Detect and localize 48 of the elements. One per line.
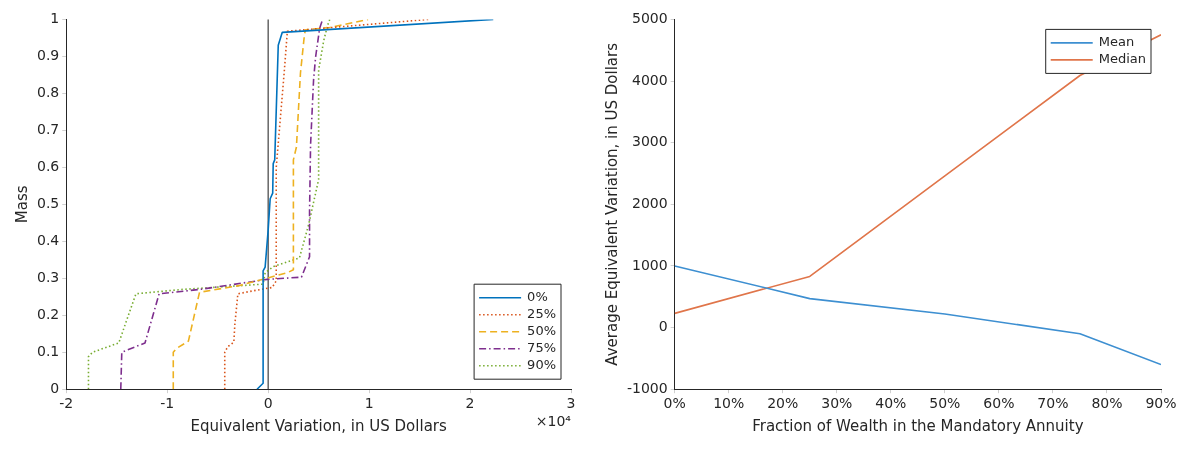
legend-label: 90% <box>527 357 557 373</box>
y-tick-label: 0.4 <box>37 231 60 248</box>
y-tick-label: 0 <box>658 318 668 335</box>
y-tick-label: 4000 <box>632 71 668 88</box>
x-tick-label: -2 <box>59 395 74 412</box>
x-axis-title: Equivalent Variation, in US Dollars <box>190 416 447 435</box>
legend-label: 75% <box>527 340 557 356</box>
x-tick-label: 0% <box>663 395 686 412</box>
x-tick-label: 40% <box>875 395 907 412</box>
y-tick-label: 1000 <box>632 256 668 273</box>
legend-label: Mean <box>1098 34 1135 50</box>
x-axis-title: Fraction of Wealth in the Mandatory Annuity <box>752 416 1084 435</box>
line-series <box>87 19 331 390</box>
legend-label: 50% <box>527 323 557 339</box>
legend-label: 0% <box>527 289 548 305</box>
y-tick-label: 0.6 <box>37 157 60 174</box>
y-tick-label: 5000 <box>632 10 668 27</box>
y-tick-label: 0.5 <box>37 194 60 211</box>
y-tick-label: 0.9 <box>37 47 60 64</box>
x-tick-label: 80% <box>1091 395 1123 412</box>
x-tick-label: 10% <box>713 395 745 412</box>
x-tick-label: 1 <box>364 395 374 412</box>
x-tick-label: 3 <box>566 395 576 412</box>
y-tick-label: -1000 <box>626 379 668 396</box>
x-tick-label: 50% <box>929 395 961 412</box>
y-tick-label: 0.2 <box>37 305 60 322</box>
x-tick-label: 20% <box>767 395 799 412</box>
y-tick-label: 0.3 <box>37 268 60 285</box>
x-tick-label: 90% <box>1145 395 1177 412</box>
legend-label: Median <box>1098 51 1147 67</box>
y-axis-title: Mass <box>12 185 31 224</box>
x-tick-label: 70% <box>1037 395 1069 412</box>
x-tick-label: 0 <box>263 395 273 412</box>
y-tick-label: 2000 <box>632 194 668 211</box>
y-tick-label: 0.7 <box>37 120 60 137</box>
x-tick-label: -1 <box>160 395 175 412</box>
y-tick-label: 0.8 <box>37 84 60 100</box>
y-tick-label: 0 <box>50 379 60 396</box>
y-axis-title: Average Equivalent Variation, in US Dollars <box>602 42 621 366</box>
y-tick-label: 1 <box>50 10 60 27</box>
legend-label: 25% <box>527 306 557 322</box>
y-tick-label: 0.1 <box>37 342 60 359</box>
text: ×10⁴ <box>535 412 572 429</box>
x-tick-label: 60% <box>983 395 1015 412</box>
x-tick-label: 30% <box>821 395 853 412</box>
line-series <box>119 19 324 390</box>
x-tick-label: 2 <box>465 395 475 412</box>
y-tick-label: 3000 <box>632 133 668 150</box>
